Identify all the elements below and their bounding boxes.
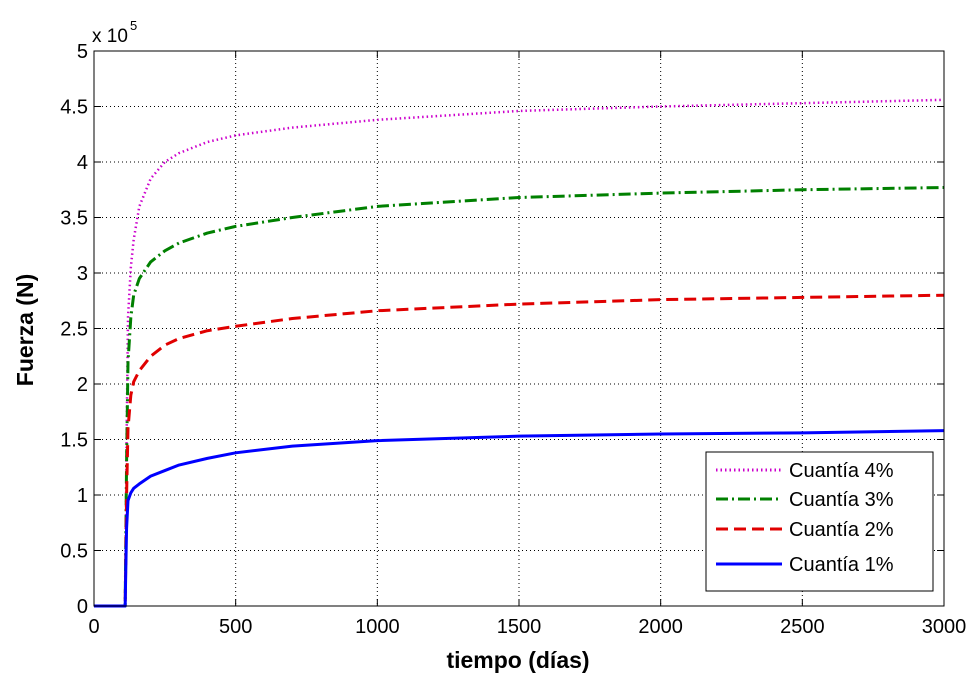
x-tick-label: 2500: [780, 616, 825, 638]
y-tick-label: 4.5: [60, 97, 88, 119]
y-tick-label: 1: [77, 485, 88, 507]
y-multiplier-exponent: 5: [130, 18, 137, 33]
x-tick-label: 0: [88, 616, 99, 638]
x-tick-label: 2000: [638, 616, 683, 638]
series-lines: [94, 98, 945, 608]
x-tick-label: 1500: [497, 616, 542, 638]
x-tick-label: 1000: [355, 616, 400, 638]
y-tick-label: 3.5: [60, 208, 88, 230]
legend-box: [705, 451, 934, 592]
legend-label: Cuantía 3%: [789, 489, 894, 511]
legend-label: Cuantía 2%: [789, 519, 894, 541]
series-line: [94, 186, 945, 608]
y-multiplier-label: x 10: [92, 26, 128, 47]
y-tick-label: 2.5: [60, 319, 88, 341]
legend: Cuantía 4% Cuantía 3% Cuantía 2% Cuantía 1%: [705, 451, 934, 592]
axis-ticks: [93, 50, 945, 607]
series-line: [94, 429, 945, 608]
x-tick-label: 3000: [922, 616, 967, 638]
x-axis-label: tiempo (días): [446, 647, 589, 673]
tick-labels: 0 500 1000 1500 2000 2500 3000 0 0.5 1 1.5 2 2.5 3 3.5…: [60, 41, 966, 638]
x-tick-label: 500: [219, 616, 252, 638]
y-tick-label: 4: [77, 152, 88, 174]
y-tick-label: 3: [77, 263, 88, 285]
legend-label: Cuantía 4%: [789, 460, 894, 482]
y-tick-label: 2: [77, 374, 88, 396]
y-axis-label: Fuerza (N): [12, 274, 38, 386]
y-tick-label: 0.5: [60, 541, 88, 563]
y-tick-label: 0: [77, 596, 88, 618]
y-tick-label: 1.5: [60, 430, 88, 452]
y-tick-label: 5: [77, 41, 88, 63]
legend-label: Cuantía 1%: [789, 554, 894, 576]
